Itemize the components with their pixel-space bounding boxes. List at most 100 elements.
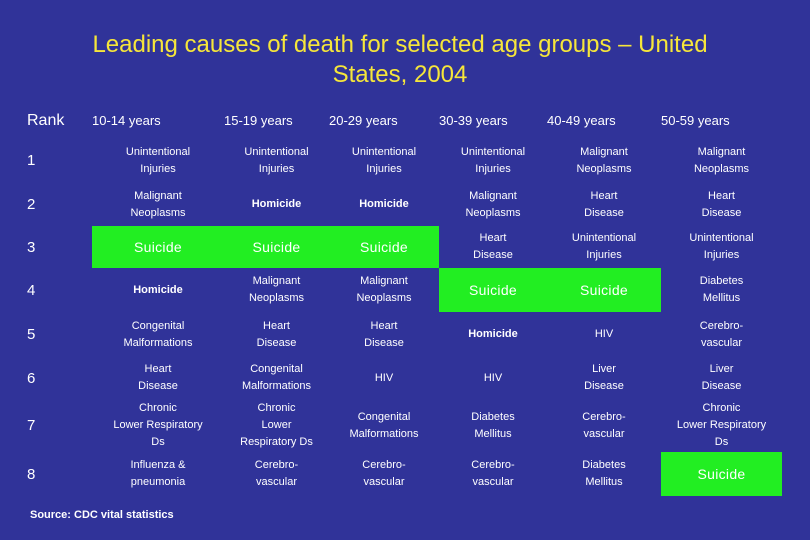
table-cell: Malignant Neoplasms — [92, 183, 224, 226]
cause-label: Heart Disease — [584, 189, 624, 219]
cause-label: Heart Disease — [138, 363, 178, 392]
table-cell-highlighted: Suicide — [661, 452, 782, 496]
table-cell: HIV — [439, 357, 547, 399]
age-header-30-39: 30-39 years — [439, 113, 508, 128]
cause-label: Diabetes Mellitus — [699, 275, 744, 304]
cause-label: Heart Disease — [701, 189, 742, 219]
cause-label: HIV — [483, 371, 503, 384]
age-header-10-14: 10-14 years — [92, 113, 161, 128]
cause-label: Diabetes Mellitus — [471, 410, 515, 440]
cause-label: Cerebro- vascular — [582, 410, 626, 440]
cause-label: Suicide — [252, 238, 301, 255]
cause-label: Cerebro- vascular — [362, 459, 406, 488]
table-cell: Unintentional Injuries — [547, 226, 661, 268]
table-row: 2 Malignant Neoplasms Homicide Homicide Mali… — [27, 183, 782, 226]
table-cell: Heart Disease — [92, 357, 224, 399]
table-cell: Unintentional Injuries — [224, 138, 329, 183]
header-row: Rank 10-14 years 15-19 years 20-29 years… — [27, 103, 782, 138]
cause-label: Malignant Neoplasms — [465, 189, 521, 219]
table-row: 6 Heart Disease Congenital Malformations HI… — [27, 357, 782, 399]
causes-of-death-table: Rank 10-14 years 15-19 years 20-29 years… — [27, 103, 782, 496]
table-body: 1 Unintentional Injuries Unintentional Inj… — [27, 138, 782, 496]
rank-cell: 6 — [27, 369, 36, 387]
table-cell: Congenital Malformations — [92, 312, 224, 357]
cause-label: Congenital Malformations — [349, 410, 419, 440]
rank-cell: 1 — [27, 152, 36, 169]
cause-label: Unintentional Injuries — [460, 145, 526, 175]
table-cell: Diabetes Mellitus — [439, 399, 547, 452]
cause-label: Cerebro- vascular — [699, 319, 744, 349]
cause-label: Congenital Malformations — [123, 319, 193, 349]
cause-label: Heart Disease — [256, 319, 297, 349]
table-cell-highlighted: Suicide — [329, 226, 439, 268]
cause-label: Suicide — [579, 281, 629, 298]
cause-label: Homicide — [468, 328, 518, 340]
age-header-15-19: 15-19 years — [224, 113, 293, 128]
table-cell: Heart Disease — [224, 312, 329, 357]
table-cell: Homicide — [439, 312, 547, 357]
cause-label: Diabetes Mellitus — [582, 459, 626, 488]
table-cell: Congenital Malformations — [224, 357, 329, 399]
age-header-40-49: 40-49 years — [547, 113, 616, 128]
cause-label: Unintentional Injuries — [689, 232, 754, 261]
table-row: 7 Chronic Lower Respiratory Ds Chronic Low… — [27, 399, 782, 452]
cause-label: Heart Disease — [473, 232, 513, 261]
table-cell: Chronic Lower Respiratory Ds — [661, 399, 782, 452]
rank-cell: 3 — [27, 238, 36, 256]
cause-label: Malignant Neoplasms — [576, 145, 632, 175]
table-cell-highlighted: Suicide — [92, 226, 224, 268]
rank-cell: 7 — [27, 417, 36, 434]
cause-label: Chronic Lower Respiratory Ds — [240, 402, 313, 448]
cause-label: Malignant Neoplasms — [356, 275, 412, 304]
table-cell: Cerebro- vascular — [329, 452, 439, 496]
table-cell: Diabetes Mellitus — [547, 452, 661, 496]
slide-title: Leading causes of death for selected age… — [0, 30, 800, 90]
table-cell: Influenza & pneumonia — [92, 452, 224, 496]
rank-cell: 8 — [27, 465, 36, 483]
table-cell: HIV — [329, 357, 439, 399]
cause-label: Homicide — [359, 198, 409, 210]
slide-title-line-1: Leading causes of death for selected age… — [92, 31, 708, 58]
cause-label: Malignant Neoplasms — [130, 189, 186, 219]
table-cell: Unintentional Injuries — [92, 138, 224, 183]
table-cell: Cerebro- vascular — [661, 312, 782, 357]
table-cell: Malignant Neoplasms — [224, 268, 329, 312]
cause-label: Malignant Neoplasms — [693, 145, 750, 175]
table-cell: Chronic Lower Respiratory Ds — [224, 399, 329, 452]
table-cell: Homicide — [224, 183, 329, 226]
rank-cell: 5 — [27, 326, 36, 343]
cause-label: HIV — [594, 328, 614, 340]
cause-label: Chronic Lower Respiratory Ds — [676, 402, 767, 448]
table-cell: Diabetes Mellitus — [661, 268, 782, 312]
cause-label: Unintentional Injuries — [571, 232, 637, 261]
cause-label: Liver Disease — [584, 363, 624, 392]
cause-label: Suicide — [697, 465, 746, 482]
source-note: Source: CDC vital statistics — [30, 509, 174, 521]
cause-label: Homicide — [251, 198, 302, 210]
table-row: 1 Unintentional Injuries Unintentional Inj… — [27, 138, 782, 183]
table-row: 8 Influenza & pneumonia Cerebro- vascular C… — [27, 452, 782, 496]
table-cell: Malignant Neoplasms — [661, 138, 782, 183]
table-cell: Liver Disease — [547, 357, 661, 399]
cause-label: Suicide — [468, 281, 518, 298]
table-cell: Malignant Neoplasms — [547, 138, 661, 183]
table-cell: Unintentional Injuries — [329, 138, 439, 183]
table-cell: Homicide — [92, 268, 224, 312]
cause-label: HIV — [374, 371, 394, 384]
rank-cell: 4 — [27, 281, 36, 299]
table-cell: Cerebro- vascular — [224, 452, 329, 496]
table-cell: Liver Disease — [661, 357, 782, 399]
cause-label: Chronic Lower Respiratory Ds — [113, 402, 203, 448]
rank-header: Rank — [27, 111, 65, 129]
table-row: 5 Congenital Malformations Heart Disease He… — [27, 312, 782, 357]
table-cell: Malignant Neoplasms — [439, 183, 547, 226]
table-cell: Congenital Malformations — [329, 399, 439, 452]
cause-label: Cerebro- vascular — [254, 459, 299, 488]
cause-label: Suicide — [133, 238, 183, 255]
table-cell: Homicide — [329, 183, 439, 226]
cause-label: Cerebro- vascular — [471, 459, 515, 488]
table-cell: Heart Disease — [439, 226, 547, 268]
cause-label: Liver Disease — [701, 363, 742, 392]
cause-label: Homicide — [133, 283, 183, 296]
slide-title-line-2: States, 2004 — [332, 61, 468, 88]
